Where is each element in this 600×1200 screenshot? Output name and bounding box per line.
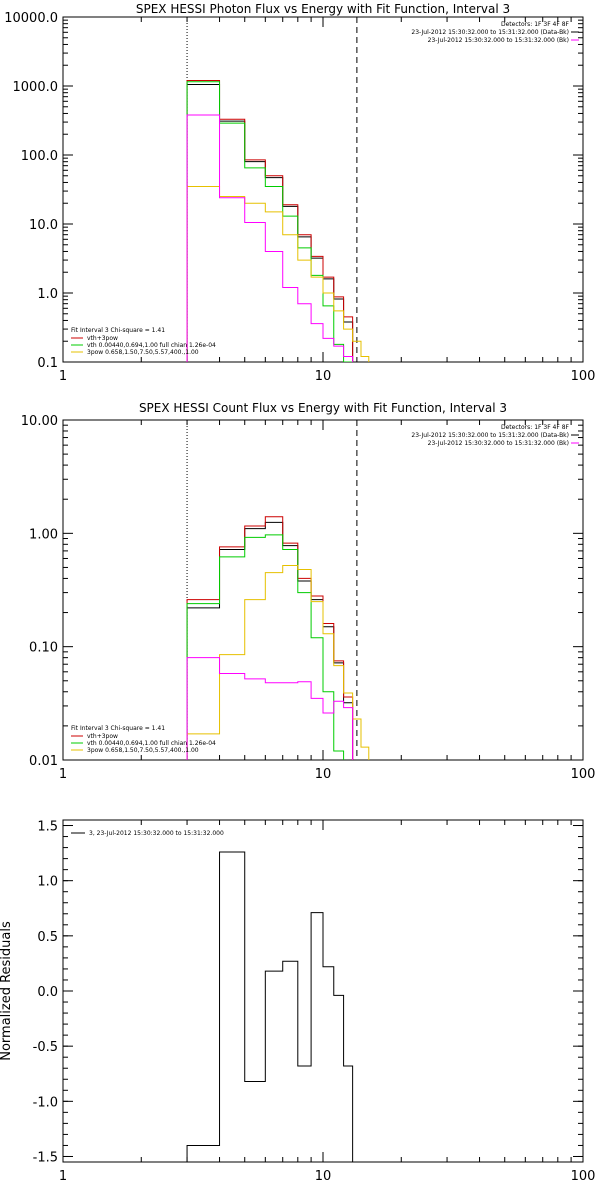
legend-bottom-left: Fit Interval 3 Chi-square = 1.41vth+3pow…: [71, 725, 216, 754]
y-tick-label: 0.10: [29, 641, 58, 656]
y-tick-label: 100.0: [21, 149, 58, 164]
legend: 3, 23-Jul-2012 15:30:32.000 to 15:31:32.…: [71, 830, 224, 837]
chart-panel-3: Normalized Residuals 1 10 100 -1.5 -1.0 -0.5 0.…: [0, 819, 596, 1184]
legend-entry-label: 23-Jul-2012 15:30:32.000 to 15:31:32.000…: [428, 37, 569, 44]
x-tick-label: 100: [571, 369, 596, 384]
chart-panel-1: SPEX HESSI Photon Flux vs Energy with Fi…: [4, 2, 595, 384]
y-tick-label: 10.00: [21, 414, 58, 429]
legend-header: Fit Interval 3 Chi-square = 1.41: [71, 725, 165, 732]
y-tick-label: 1000.0: [13, 80, 59, 95]
legend-entry-label: vth 0.00440,0.694,1.00 full chian 1.26e-…: [87, 342, 216, 349]
x-tick-label: 1: [59, 1169, 67, 1184]
legend-header: Fit Interval 3 Chi-square = 1.41: [71, 327, 165, 334]
series-line-3: [186, 534, 354, 760]
x-tick-label: 10: [315, 767, 332, 782]
x-tick-label: 1: [59, 369, 67, 384]
series-line-4: [186, 185, 370, 362]
chart-title: SPEX HESSI Photon Flux vs Energy with Fi…: [136, 2, 510, 16]
x-axis: 1 10 100: [59, 820, 596, 1184]
y-tick-label: 1.5: [37, 820, 58, 835]
y-tick-label: 1.0: [37, 875, 58, 890]
legend-entry-label: 3pow 0.658,1.50,7.50,5.57,400.,1.00: [87, 747, 199, 754]
legend-entry-label: 23-Jul-2012 15:30:32.000 to 15:31:32.000…: [428, 440, 569, 447]
series-line-2: [186, 80, 354, 362]
y-tick-label: 1.0: [37, 287, 58, 302]
series-line-1: [186, 521, 354, 760]
legend-header: Detectors: 1F 3F 4F 8F: [501, 21, 570, 28]
x-tick-label: 1: [59, 767, 67, 782]
y-axis-label: Normalized Residuals: [0, 921, 14, 1061]
x-tick-label: 100: [571, 767, 596, 782]
chart-title: SPEX HESSI Count Flux vs Energy with Fit…: [139, 401, 507, 415]
y-tick-label: 0.5: [37, 930, 58, 945]
chart-panel-2: SPEX HESSI Count Flux vs Energy with Fit…: [21, 401, 596, 782]
legend-entry-label: 23-Jul-2012 15:30:32.000 to 15:31:32.000…: [411, 29, 569, 36]
y-tick-label: 10000.0: [4, 11, 58, 26]
series-line-5: [186, 114, 354, 362]
series-line-1: [186, 84, 354, 362]
x-tick-label: 100: [571, 1169, 596, 1184]
y-tick-label: -1.5: [33, 1150, 58, 1165]
x-tick-label: 10: [315, 1169, 332, 1184]
y-axis: 0.1 1.0 10.0 100.0 1000.0 10000.0: [4, 11, 583, 371]
y-tick-label: 1.00: [29, 527, 58, 542]
legend-entry-label: vth 0.00440,0.694,1.00 full chian 1.26e-…: [87, 740, 216, 747]
legend-entry-label: 23-Jul-2012 15:30:32.000 to 15:31:32.000…: [411, 432, 569, 439]
y-tick-label: 10.0: [29, 218, 58, 233]
series-line-2: [186, 516, 354, 760]
x-axis: 1 10 100: [59, 420, 596, 782]
y-tick-label: -1.0: [33, 1095, 58, 1110]
legend-entry-label: vth+3pow: [87, 733, 118, 740]
y-axis: -1.5 -1.0 -0.5 0.0 0.5 1.0 1.5: [33, 820, 583, 1165]
legend-entry-label: vth+3pow: [87, 335, 118, 342]
series-line-5: [186, 657, 354, 760]
plot-frame: [62, 16, 584, 363]
y-tick-label: -0.5: [33, 1040, 58, 1055]
x-tick-label: 10: [315, 369, 332, 384]
series-line-3: [186, 81, 353, 362]
y-tick-label: 0.1: [37, 356, 58, 371]
y-tick-label: 0.01: [29, 754, 58, 769]
legend-header: Detectors: 1F 3F 4F 8F: [501, 424, 570, 431]
legend-bottom-left: Fit Interval 3 Chi-square = 1.41vth+3pow…: [71, 327, 216, 356]
plot-frame: [62, 819, 584, 1163]
legend-entry-label: 3, 23-Jul-2012 15:30:32.000 to 15:31:32.…: [89, 830, 224, 837]
y-tick-label: 0.0: [37, 985, 58, 1000]
series-line-1: [186, 851, 354, 1162]
y-axis: 0.01 0.10 1.00 10.00: [21, 414, 583, 769]
legend-entry-label: 3pow 0.658,1.50,7.50,5.57,400.,1.00: [87, 349, 199, 356]
